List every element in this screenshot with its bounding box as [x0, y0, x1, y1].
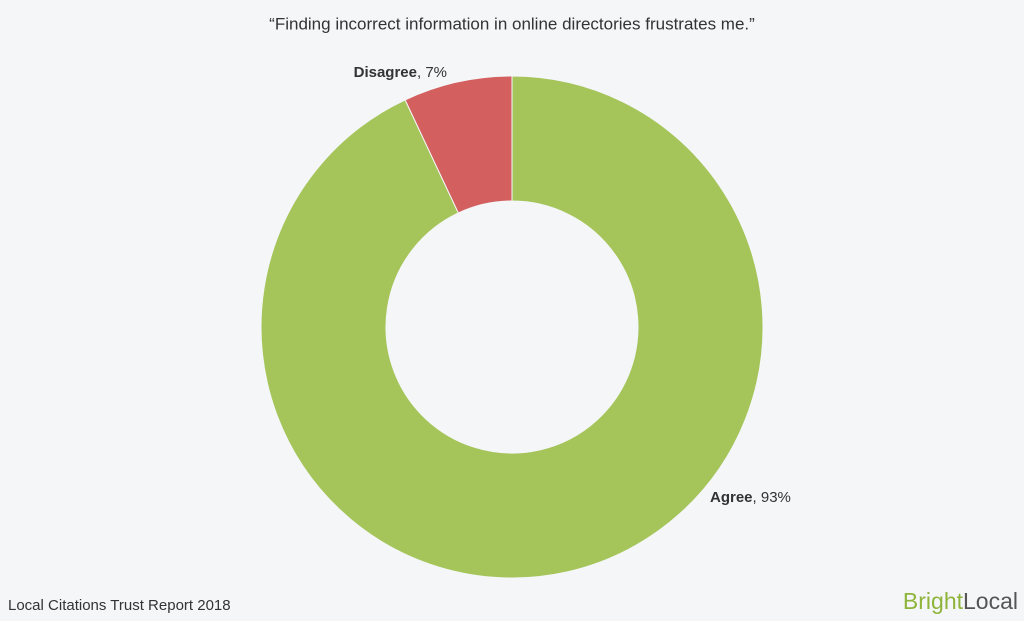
data-label: Agree, 93%: [710, 489, 791, 506]
donut-slice: [404, 75, 513, 214]
brand-part: Local: [963, 588, 1018, 614]
category-label: Agree: [710, 489, 753, 506]
chart-title: “Finding incorrect information in online…: [269, 14, 755, 33]
value-label: , 7%: [417, 64, 447, 81]
brand-part: Bright: [903, 588, 964, 614]
data-label: Disagree, 7%: [354, 64, 447, 81]
data-labels: Agree, 93% Disagree, 7%: [354, 64, 791, 506]
donut-slice: [260, 75, 764, 579]
donut: [260, 75, 764, 579]
brand-logo: BrightLocal: [903, 588, 1018, 614]
source-note: Local Citations Trust Report 2018: [8, 597, 231, 614]
value-label: , 93%: [753, 489, 791, 506]
category-label: Disagree: [354, 64, 417, 81]
